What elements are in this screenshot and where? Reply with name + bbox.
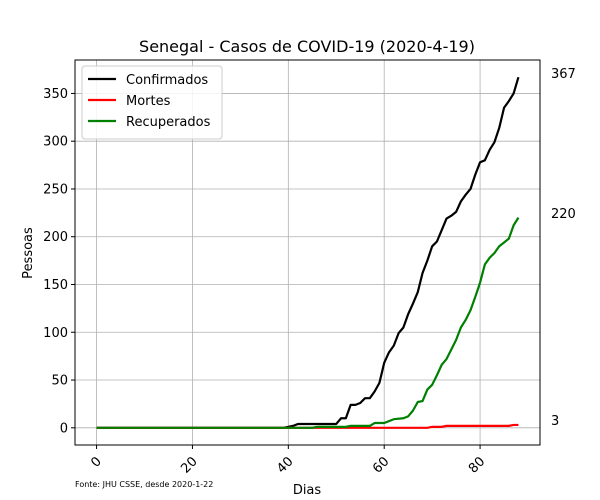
- chart-title: Senegal - Casos de COVID-19 (2020-4-19): [139, 37, 475, 56]
- y-tick-label-3: 150: [43, 278, 68, 293]
- y-tick-label-4: 200: [43, 230, 68, 245]
- end-label-confirmados: 367: [551, 67, 576, 82]
- legend-label-mortes: Mortes: [126, 94, 171, 109]
- y-tick-label-2: 100: [43, 326, 68, 341]
- series-line-confirmados: [96, 76, 520, 429]
- legend-label-recuperados: Recuperados: [126, 115, 211, 130]
- x-tick-label-3: 60: [370, 454, 392, 476]
- legend: Confirmados Mortes Recuperados: [81, 65, 223, 140]
- x-axis-label: Dias: [293, 483, 322, 498]
- x-tick-label-2: 40: [274, 454, 296, 476]
- legend-box: [81, 65, 223, 140]
- source-note: Fonte: JHU CSSE, desde 2020-1-22: [75, 480, 213, 489]
- end-label-recuperados: 220: [551, 207, 576, 222]
- y-tick-label-6: 300: [43, 135, 68, 150]
- x-tick-label-4: 80: [466, 454, 488, 476]
- series-line-recuperados: [96, 217, 520, 429]
- y-axis-label: Pessoas: [21, 227, 36, 279]
- legend-label-confirmados: Confirmados: [126, 73, 208, 88]
- axis-ticks: 0 20 40 60 80 0 50 100 150 200 250 300 350: [43, 87, 488, 477]
- series-line-mortes: [96, 423, 519, 429]
- y-tick-label-7: 350: [43, 87, 68, 102]
- y-tick-label-1: 50: [51, 374, 68, 389]
- y-tick-label-5: 250: [43, 182, 68, 197]
- x-tick-label-1: 20: [178, 454, 200, 476]
- plot-frame: [74, 59, 541, 446]
- end-label-mortes: 3: [551, 414, 559, 429]
- x-tick-label-0: 0: [88, 454, 104, 470]
- series-lines: [96, 76, 520, 429]
- y-tick-label-0: 0: [60, 421, 68, 436]
